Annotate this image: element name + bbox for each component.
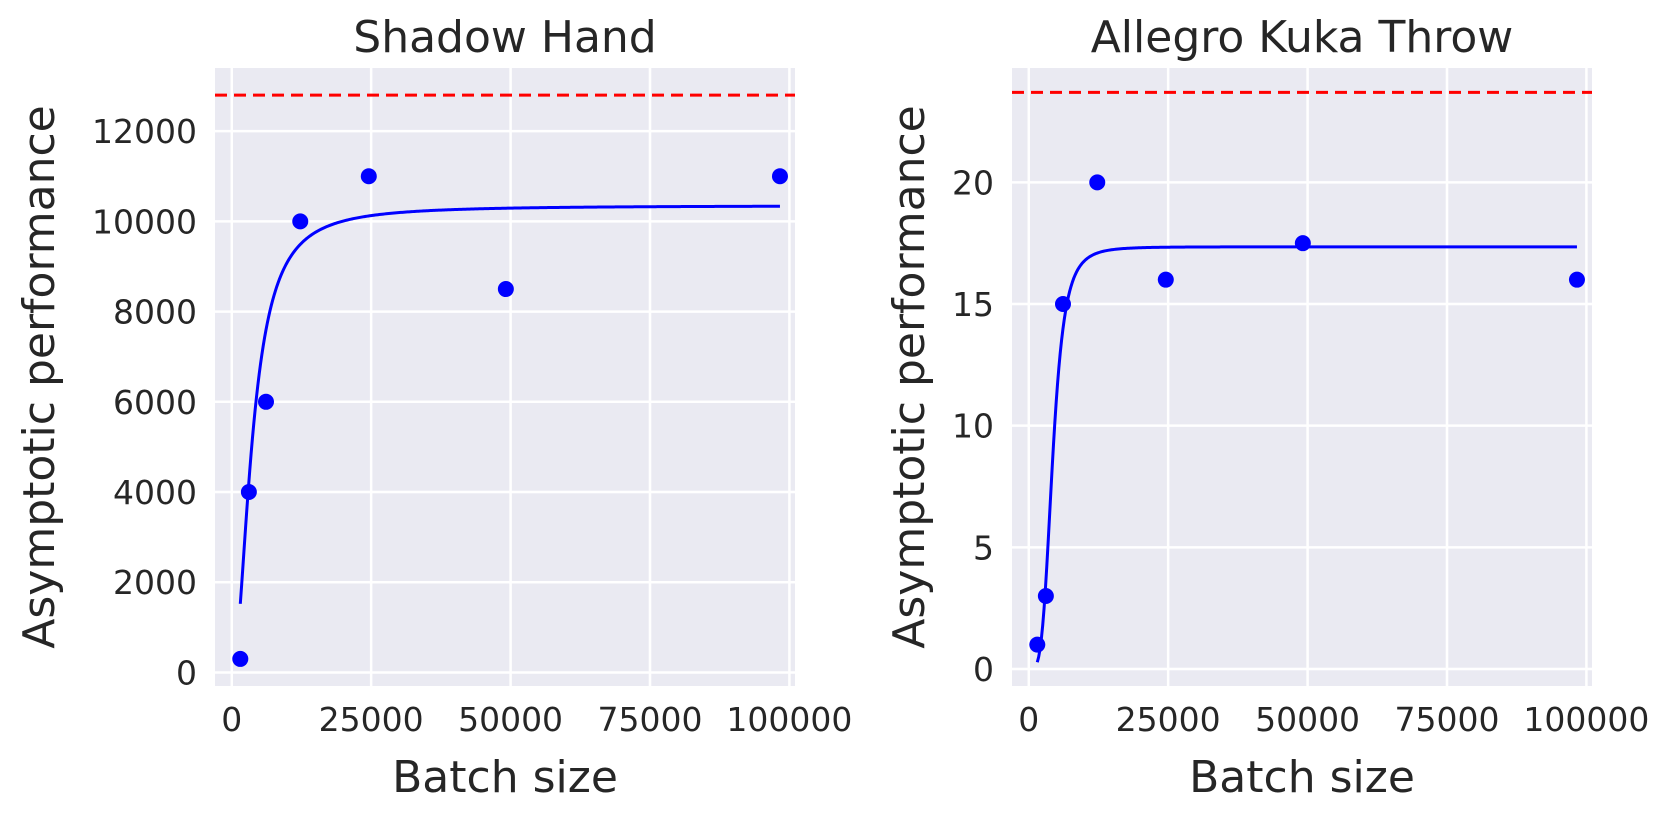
x-tick-label: 100000 — [726, 700, 852, 739]
x-tick-label: 75000 — [598, 700, 703, 739]
x-tick-label: 100000 — [1523, 700, 1649, 739]
panel-shadow-hand: 0 25000 50000 75000 100000 0 2000 4000 6000 8000… — [14, 12, 852, 803]
fit-curve — [238, 204, 780, 604]
x-tick-label: 0 — [221, 700, 242, 739]
x-axis-label: Batch size — [1189, 752, 1415, 803]
data-point — [292, 213, 309, 230]
data-point — [257, 393, 274, 410]
y-tick-label: 0 — [973, 650, 994, 689]
data-point — [1294, 235, 1311, 252]
y-tick-label: 5 — [973, 528, 994, 567]
data-point — [1037, 587, 1054, 604]
y-tick-label: 4000 — [113, 473, 197, 512]
data-point — [1568, 271, 1585, 288]
y-tick-label: 6000 — [113, 383, 197, 422]
x-tick-label: 75000 — [1395, 700, 1500, 739]
x-axis-label: Batch size — [392, 752, 618, 803]
plot-area-background — [1012, 68, 1592, 686]
chart-title: Shadow Hand — [353, 12, 656, 63]
x-tick-label: 50000 — [1255, 700, 1360, 739]
data-point — [771, 168, 788, 185]
y-tick-label: 0 — [176, 653, 197, 692]
plot-area-background — [215, 68, 795, 686]
y-tick-label: 10000 — [92, 202, 197, 241]
y-tick-label: 2000 — [113, 563, 197, 602]
y-tick-labels: 0 5 10 15 20 — [952, 163, 994, 689]
x-tick-label: 0 — [1018, 700, 1039, 739]
grid-lines — [1012, 68, 1592, 686]
data-point — [1089, 174, 1106, 191]
data-point — [1054, 296, 1071, 313]
chart-title: Allegro Kuka Throw — [1091, 12, 1514, 63]
data-point — [1157, 271, 1174, 288]
y-tick-label: 10 — [952, 407, 994, 446]
y-tick-label: 12000 — [92, 112, 197, 151]
x-tick-label: 25000 — [1116, 700, 1221, 739]
x-tick-label: 50000 — [458, 700, 563, 739]
y-tick-label: 15 — [952, 285, 994, 324]
data-point — [1029, 636, 1046, 653]
y-axis-label: Asymptotic performance — [884, 105, 935, 648]
y-tick-label: 20 — [952, 163, 994, 202]
data-point — [360, 168, 377, 185]
y-axis-label: Asymptotic performance — [14, 105, 65, 648]
data-point — [497, 281, 514, 298]
y-tick-labels: 0 2000 4000 6000 8000 10000 12000 — [92, 112, 197, 692]
y-tick-label: 8000 — [113, 293, 197, 332]
panel-allegro-kuka-throw: 0 25000 50000 75000 100000 0 5 10 15 20 Allegro … — [884, 12, 1649, 803]
data-point — [232, 650, 249, 667]
x-tick-labels: 0 25000 50000 75000 100000 — [221, 700, 852, 739]
x-tick-label: 25000 — [319, 700, 424, 739]
data-points — [232, 168, 788, 667]
x-tick-labels: 0 25000 50000 75000 100000 — [1018, 700, 1649, 739]
data-points — [1029, 174, 1585, 653]
data-point — [240, 484, 257, 501]
